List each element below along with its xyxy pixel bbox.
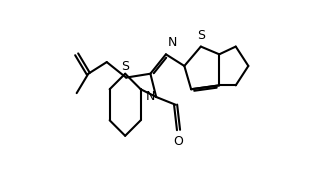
Text: N: N xyxy=(146,89,156,103)
Text: O: O xyxy=(173,135,184,148)
Text: N: N xyxy=(168,36,177,49)
Text: S: S xyxy=(121,60,129,73)
Text: S: S xyxy=(197,29,205,42)
